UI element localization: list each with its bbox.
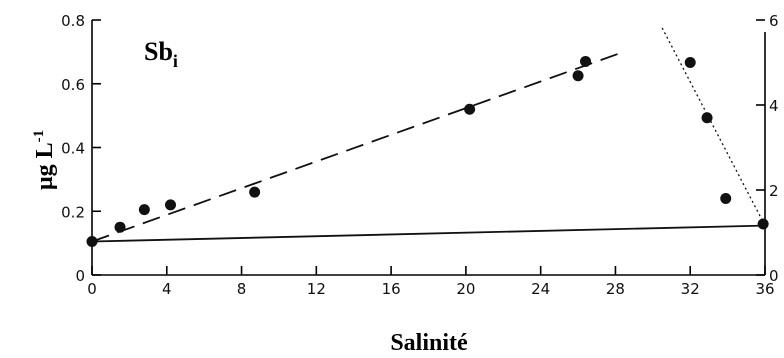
fit-line-solid xyxy=(91,224,766,243)
x-tick-label: 4 xyxy=(162,280,172,298)
x-axis-label: Salinité xyxy=(390,330,468,356)
data-point xyxy=(580,55,592,67)
data-point xyxy=(165,199,177,211)
y-tick-label: 0.2 xyxy=(61,203,85,221)
chart-title: Sbi xyxy=(144,37,178,71)
data-points-group xyxy=(86,55,769,248)
data-point xyxy=(684,57,696,68)
y-tick-label: 0 xyxy=(75,267,85,285)
x-tick-label: 8 xyxy=(237,280,247,298)
fit-line-long-dash xyxy=(91,52,620,243)
x-tick-label: 36 xyxy=(755,280,774,298)
fit-line-dotted xyxy=(661,27,766,226)
y2-tick-label: 4 xyxy=(769,97,779,115)
axes-group xyxy=(91,19,766,276)
data-point xyxy=(138,204,150,216)
y-axis-label-superscript: -1 xyxy=(31,130,47,143)
y-axis-label-group: µg L-1 xyxy=(31,130,58,190)
x-tick-label: 20 xyxy=(456,280,475,298)
x-tick-label: 24 xyxy=(531,280,550,298)
data-point xyxy=(720,193,732,204)
y2-tick-label: 2 xyxy=(769,182,779,200)
y2-tick-label: 6 xyxy=(769,12,779,30)
data-point xyxy=(249,186,261,198)
y-tick-label: 0.6 xyxy=(61,76,85,94)
x-tick-label: 0 xyxy=(87,280,97,298)
x-tick-label: 12 xyxy=(307,280,326,298)
data-point xyxy=(572,70,584,82)
chart-title-subscript: i xyxy=(173,51,178,71)
fit-lines-group xyxy=(91,27,766,243)
data-point xyxy=(86,236,98,248)
data-point xyxy=(114,221,126,233)
data-point xyxy=(464,103,476,115)
x-tick-label: 32 xyxy=(681,280,700,298)
data-point xyxy=(757,218,769,230)
y-tick-label: 0.4 xyxy=(61,140,85,158)
y2-tick-label: 0 xyxy=(769,267,779,285)
chart-title-main: Sb xyxy=(144,37,173,66)
y-axis-label-main: µg L xyxy=(32,142,58,190)
x-tick-label: 16 xyxy=(382,280,401,298)
data-point xyxy=(701,112,713,124)
y-tick-label: 0.8 xyxy=(61,12,85,30)
y-axis-label: µg L-1 xyxy=(31,130,58,190)
x-tick-label: 28 xyxy=(606,280,625,298)
